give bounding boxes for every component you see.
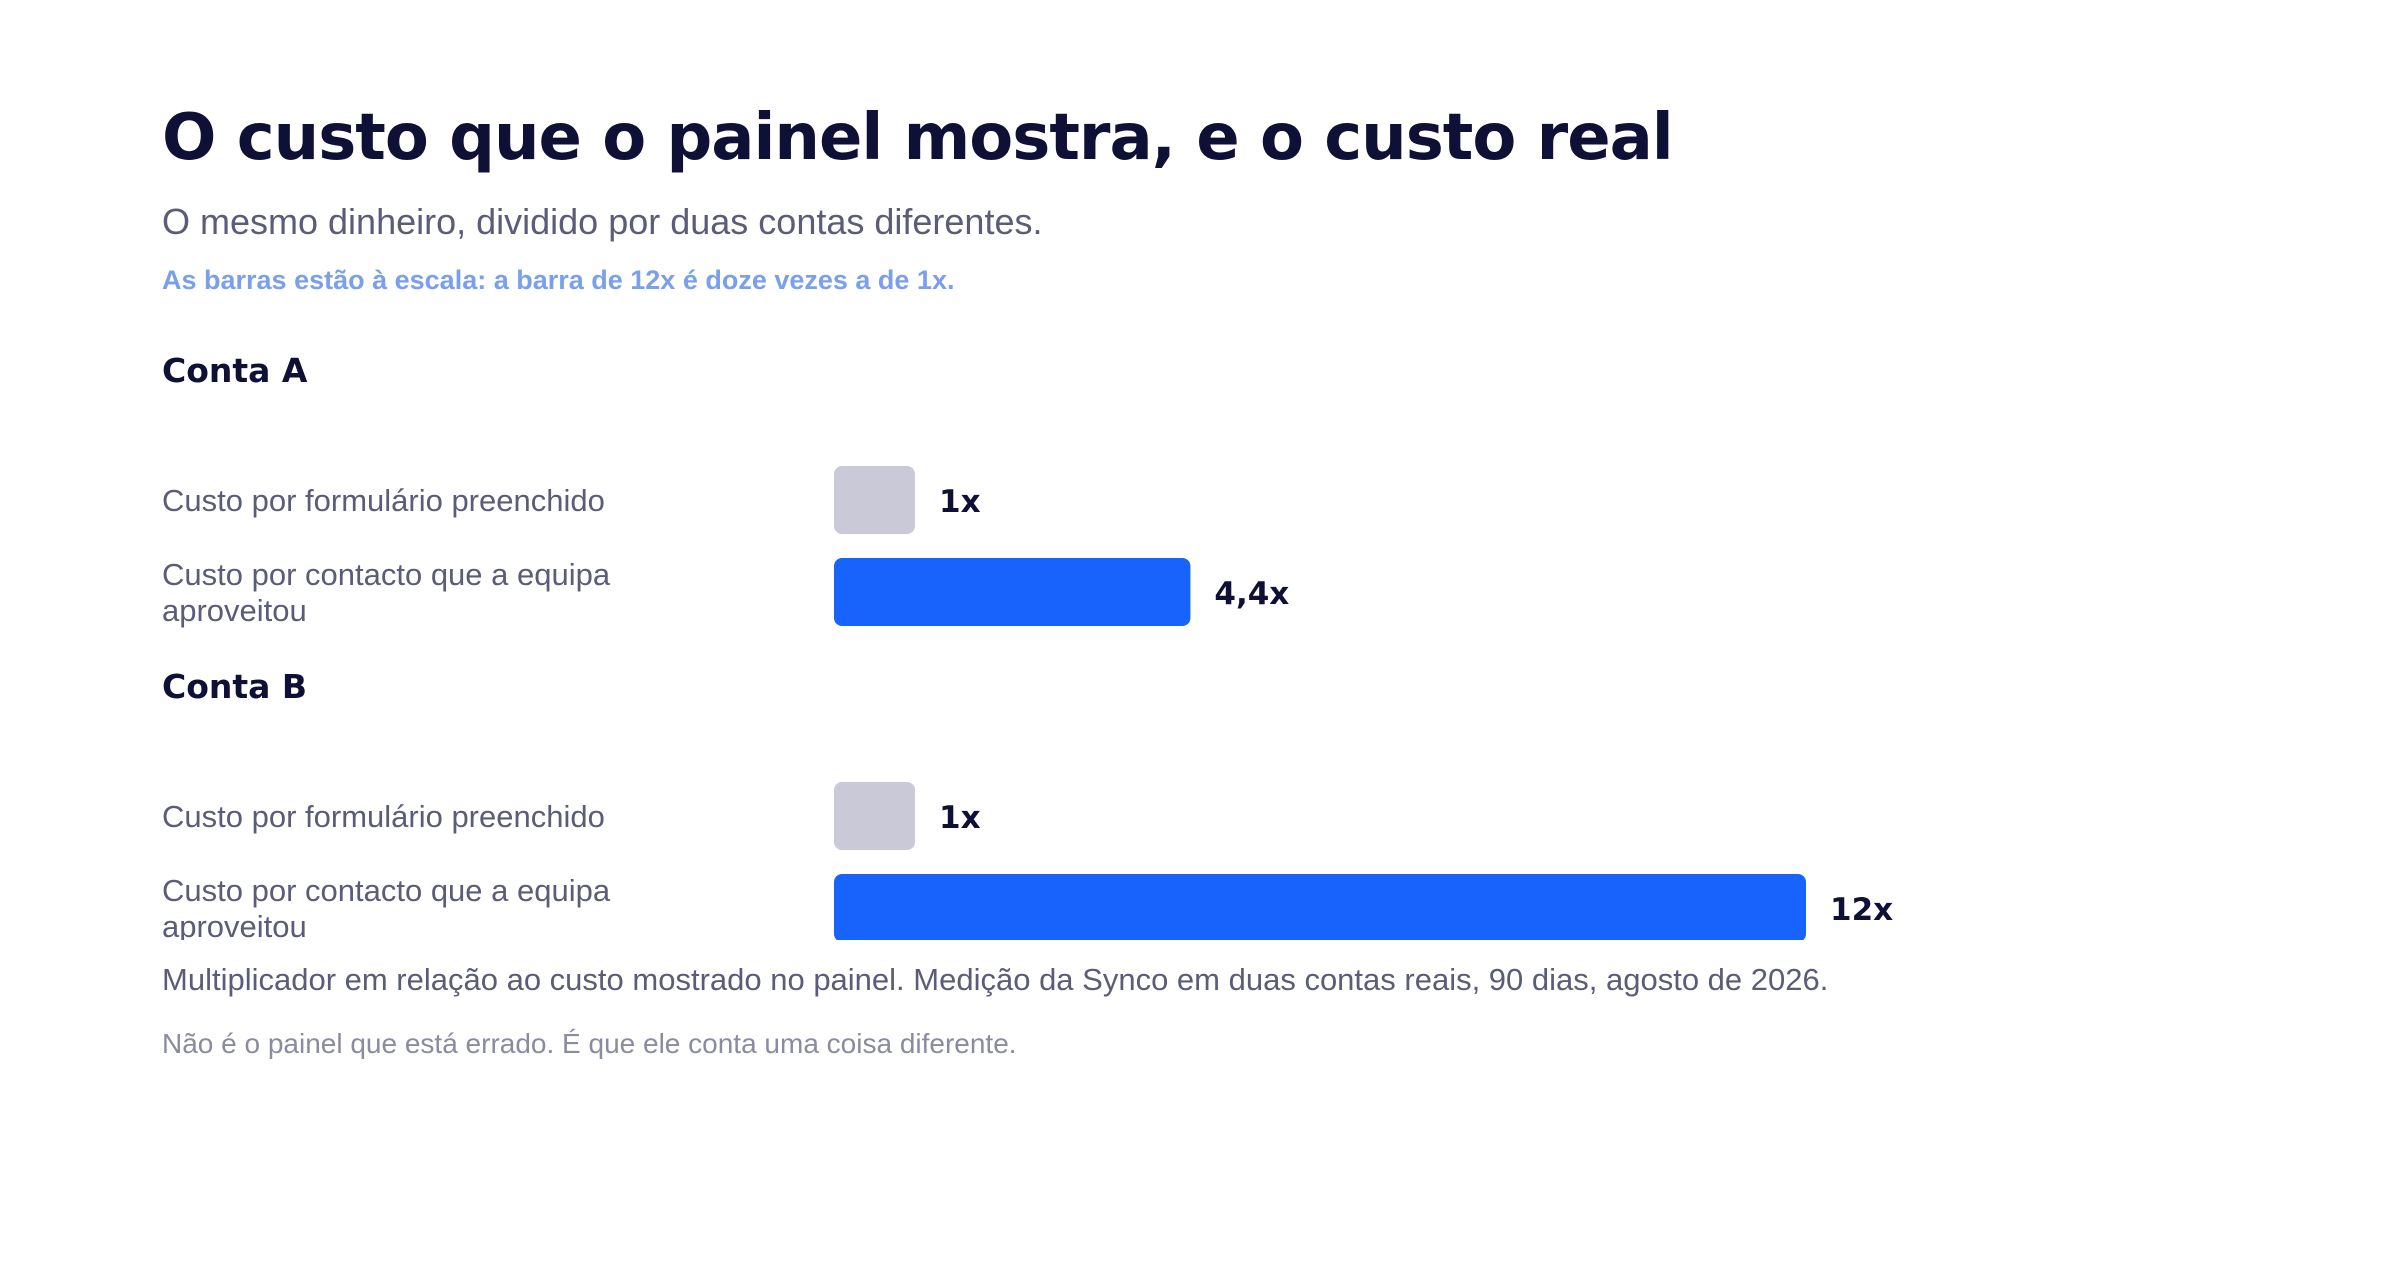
- row-label: Custo por contacto que a equipa aproveito…: [162, 557, 611, 628]
- value-label: 1x: [939, 800, 981, 836]
- chart-footnote-secondary: Não é o painel que está errado. É que el…: [162, 1028, 1017, 1059]
- chart-footnote: Multiplicador em relação ao custo mostra…: [162, 962, 1829, 997]
- group-title-conta-b: Conta B: [162, 667, 307, 706]
- row-label: Custo por formulário preenchido: [162, 799, 605, 834]
- bar-conta-a-contacto: [834, 558, 1191, 626]
- bar-chart: Conta A Custo por formulário preenchido 1x…: [162, 351, 1893, 940]
- row-label: Custo por formulário preenchido: [162, 483, 605, 518]
- scale-note: As barras estão à escala: a barra de 12x…: [162, 265, 955, 295]
- group-title-conta-a: Conta A: [162, 351, 308, 390]
- value-label: 4,4x: [1214, 576, 1289, 612]
- bar-conta-a-formulario: [834, 466, 915, 534]
- bar-conta-b-contacto: [834, 874, 1806, 940]
- value-label: 1x: [939, 484, 981, 520]
- chart-subtitle: O mesmo dinheiro, dividido por duas cont…: [162, 201, 1043, 242]
- value-label: 12x: [1830, 892, 1893, 928]
- chart-header: O custo que o painel mostra, e o custo r…: [162, 88, 2312, 298]
- bar-conta-b-formulario: [834, 782, 915, 850]
- row-label: Custo por contacto que a equipa aproveito…: [162, 873, 611, 940]
- chart-title: O custo que o painel mostra, e o custo r…: [162, 101, 1674, 175]
